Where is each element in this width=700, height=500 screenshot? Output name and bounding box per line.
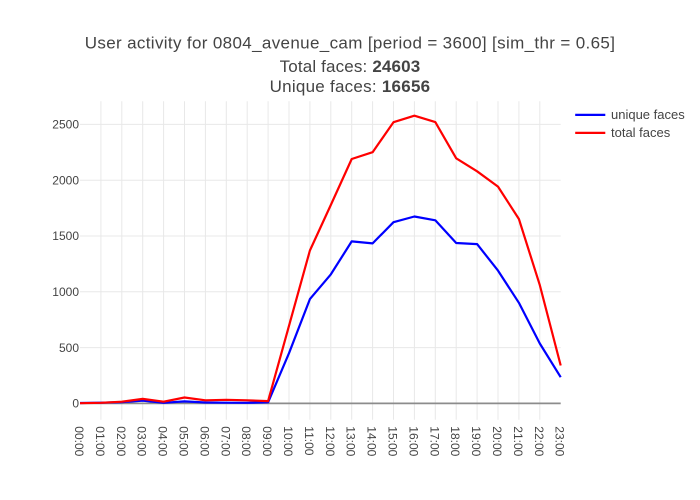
svg-text:1500: 1500 xyxy=(52,229,79,243)
svg-text:17:00: 17:00 xyxy=(427,426,441,456)
svg-text:07:00: 07:00 xyxy=(218,426,232,456)
svg-text:02:00: 02:00 xyxy=(114,426,128,456)
svg-text:05:00: 05:00 xyxy=(177,426,191,456)
svg-text:00:00: 00:00 xyxy=(72,426,86,456)
svg-text:Total faces: 24603: Total faces: 24603 xyxy=(280,57,421,76)
svg-text:2000: 2000 xyxy=(52,173,79,187)
svg-text:10:00: 10:00 xyxy=(281,426,295,456)
svg-text:18:00: 18:00 xyxy=(448,426,462,456)
svg-text:11:00: 11:00 xyxy=(302,426,316,455)
svg-text:09:00: 09:00 xyxy=(260,426,274,456)
svg-text:23:00: 23:00 xyxy=(553,426,567,456)
svg-text:04:00: 04:00 xyxy=(156,426,170,456)
svg-text:0: 0 xyxy=(72,397,79,411)
svg-text:1000: 1000 xyxy=(52,285,79,299)
svg-text:User activity for 0804_avenue_: User activity for 0804_avenue_cam [perio… xyxy=(85,33,616,52)
svg-text:19:00: 19:00 xyxy=(469,426,483,456)
svg-text:13:00: 13:00 xyxy=(344,426,358,456)
svg-text:2500: 2500 xyxy=(52,118,79,132)
svg-text:Unique faces: 16656: Unique faces: 16656 xyxy=(270,77,431,96)
svg-text:06:00: 06:00 xyxy=(197,426,211,456)
svg-text:14:00: 14:00 xyxy=(365,426,379,456)
svg-text:08:00: 08:00 xyxy=(239,426,253,456)
svg-text:500: 500 xyxy=(59,341,79,355)
svg-text:unique faces: unique faces xyxy=(611,107,685,122)
svg-text:15:00: 15:00 xyxy=(386,426,400,456)
svg-text:03:00: 03:00 xyxy=(135,426,149,456)
svg-text:01:00: 01:00 xyxy=(93,426,107,456)
svg-text:12:00: 12:00 xyxy=(323,426,337,456)
svg-text:21:00: 21:00 xyxy=(511,426,525,456)
svg-text:16:00: 16:00 xyxy=(406,426,420,456)
svg-text:20:00: 20:00 xyxy=(490,426,504,456)
svg-text:22:00: 22:00 xyxy=(532,426,546,456)
svg-text:total faces: total faces xyxy=(611,125,671,140)
